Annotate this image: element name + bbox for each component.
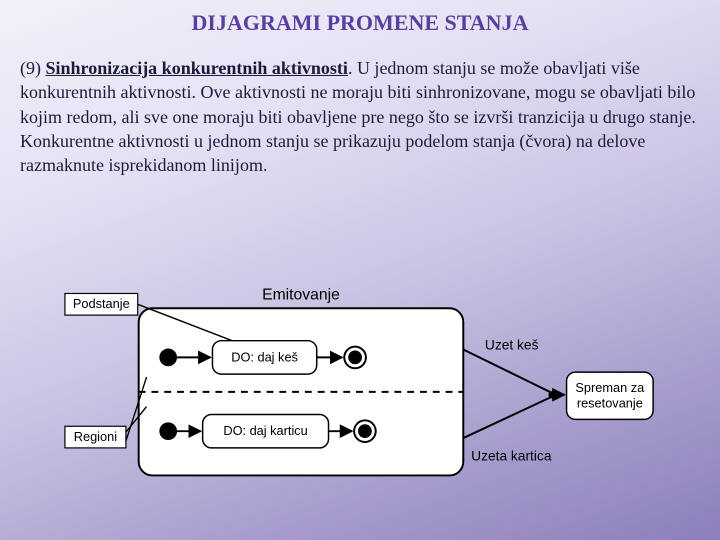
top-final-inner	[348, 351, 362, 365]
body-paragraph: (9) Sinhronizacija konkurentnih aktivnos…	[20, 56, 700, 177]
callout-regioni-text: Regioni	[74, 429, 117, 444]
statechart-diagram: Emitovanje DO: daj keš DO: daj karticu P…	[60, 252, 660, 512]
slide-title: DIJAGRAMI PROMENE STANJA	[20, 10, 700, 36]
bottom-initial	[159, 422, 177, 440]
callout-podstanje-text: Podstanje	[73, 296, 130, 311]
bottom-final-inner	[358, 424, 372, 438]
exit-top-label: Uzet keš	[485, 338, 539, 353]
top-state-label: DO: daj keš	[231, 349, 298, 364]
composite-state	[139, 308, 464, 475]
slide-root: DIJAGRAMI PROMENE STANJA (9) Sinhronizac…	[0, 0, 720, 540]
exit-bottom-label: Uzeta kartica	[471, 449, 552, 464]
external-state-line1: Spreman za	[575, 380, 645, 395]
lead-bold: Sinhronizacija konkurentnih aktivnosti	[46, 58, 348, 78]
statechart-svg: Emitovanje DO: daj keš DO: daj karticu P…	[60, 252, 660, 512]
top-initial	[159, 349, 177, 367]
external-state-line2: resetovanje	[577, 396, 643, 411]
bottom-state-label: DO: daj karticu	[223, 423, 307, 438]
exit-top	[463, 350, 552, 393]
exit-bottom	[463, 397, 552, 438]
lead-number: (9)	[20, 58, 41, 78]
composite-title: Emitovanje	[262, 286, 340, 303]
